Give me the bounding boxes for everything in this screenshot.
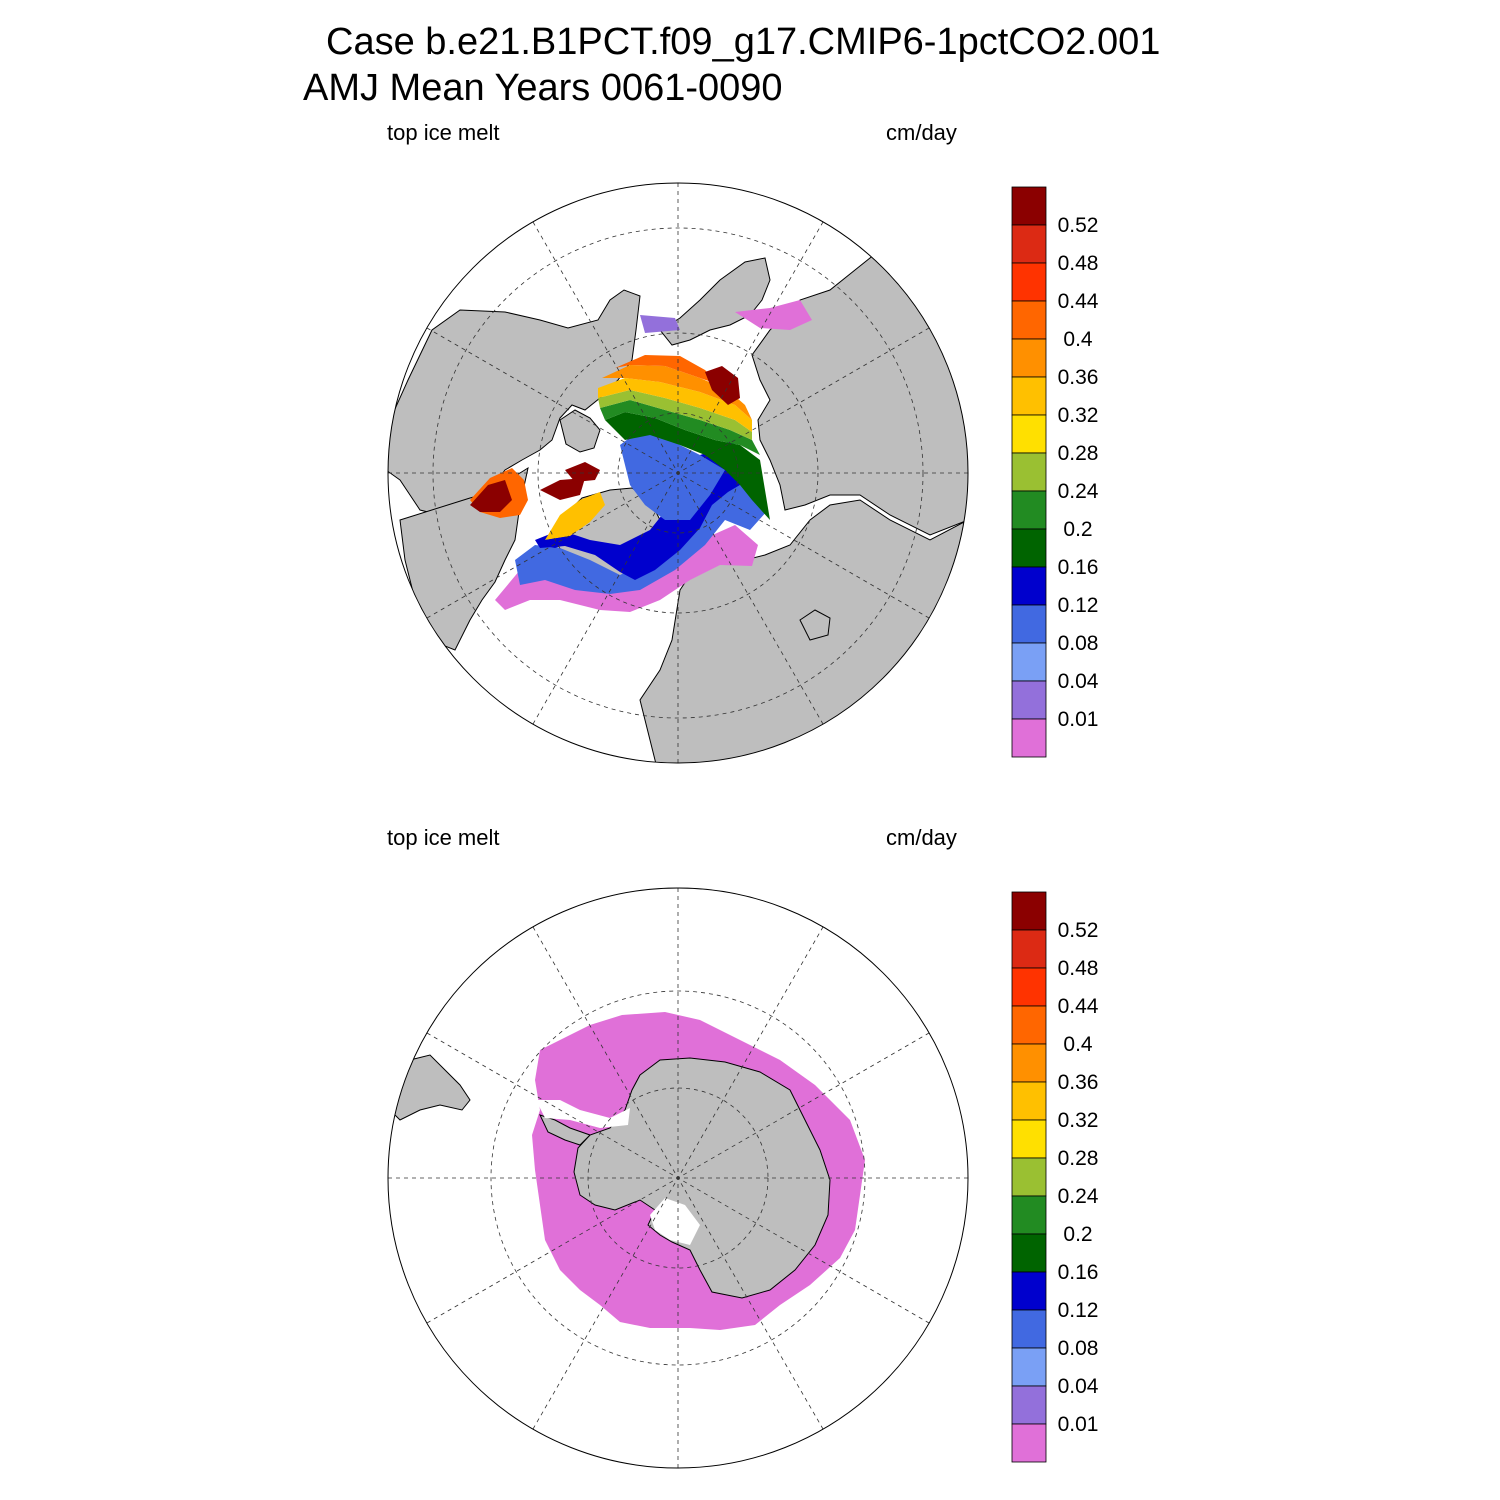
south-colorbar: 0.52 0.48 0.44 0.4 0.36 0.32 0.28 0.24 0.2 0.16 0.… [1011,891,1099,1463]
south-colorbar-box [1011,1347,1047,1387]
north-colorbar-tick-label: 0.24 [1058,480,1099,503]
south-colorbar-tick-label: 0.4 [1063,1033,1093,1056]
north-colorbar-tick-label: 0.52 [1058,214,1099,237]
north-colorbar-tick-label: 0.08 [1058,632,1099,655]
land-antarctic-peninsula [539,1114,591,1146]
south-colorbar-box [1011,967,1047,1007]
north-colorbar-tick-label: 0.16 [1058,556,1099,579]
north-colorbar-box [1011,262,1047,302]
arctic-melt-004 [640,315,680,333]
arctic-melt-strait [735,300,812,330]
arctic-melt-baffin [540,478,585,500]
south-colorbar-box [1011,1081,1047,1121]
north-colorbar-box [1011,642,1047,682]
north-colorbar-tick-label: 0.2 [1063,518,1092,541]
arctic-melt-028 [598,390,752,440]
north-colorbar-box [1011,680,1047,720]
south-colorbar-box [1011,1423,1047,1463]
arctic-melt-032 [598,378,752,432]
south-panel-variable-label: top ice melt [387,825,500,850]
land-south-america [389,1054,471,1121]
north-colorbar-box [1011,566,1047,606]
south-colorbar-box [1011,1271,1047,1311]
north-colorbar-tick-label: 0.12 [1058,594,1099,617]
north-panel-variable-label: top ice melt [387,120,500,145]
south-colorbar-box [1011,1309,1047,1349]
north-colorbar-tick-label: 0.44 [1058,290,1099,313]
north-colorbar-tick-label: 0.28 [1058,442,1099,465]
arctic-melt-016 [605,412,770,520]
north-colorbar-box [1011,338,1047,378]
north-colorbar: 0.52 0.48 0.44 0.4 0.36 0.32 0.28 0.24 0.2 0.16 0.… [1011,186,1099,758]
north-colorbar-box [1011,604,1047,644]
north-colorbar-box [1011,414,1047,454]
south-colorbar-tick-label: 0.48 [1058,957,1099,980]
ocean-weddell-gap [536,1100,630,1128]
south-colorbar-tick-label: 0.24 [1058,1185,1099,1208]
land-scandinavia [559,409,601,453]
ocean-ross-gap [650,1198,700,1245]
south-colorbar-tick-label: 0.01 [1058,1413,1099,1436]
arctic-melt-central [620,430,725,520]
north-colorbar-box [1011,528,1047,568]
arctic-melt-036 [602,365,752,420]
north-colorbar-box [1011,300,1047,340]
figure-title-line2: AMJ Mean Years 0061-0090 [303,67,783,109]
south-colorbar-tick-label: 0.36 [1058,1071,1099,1094]
arctic-melt-044 [615,355,720,385]
north-colorbar-box [1011,718,1047,758]
south-colorbar-tick-label: 0.2 [1063,1223,1092,1246]
north-colorbar-tick-label: 0.04 [1058,670,1099,693]
arctic-melt-archipelago [565,462,600,482]
south-colorbar-box [1011,1233,1047,1273]
arctic-melt-greenland-sea-blue [540,536,575,548]
south-colorbar-tick-label: 0.08 [1058,1337,1099,1360]
south-colorbar-box [1011,891,1047,931]
antarctic-graticule [388,888,968,1468]
south-colorbar-box [1011,929,1047,969]
north-colorbar-box [1011,376,1047,416]
antarctic-map-border [387,887,969,1469]
north-colorbar-tick-label: 0.48 [1058,252,1099,275]
south-colorbar-tick-label: 0.28 [1058,1147,1099,1170]
north-colorbar-tick-label: 0.36 [1058,366,1099,389]
arctic-graticule [388,183,968,763]
arctic-map-border [387,182,969,764]
south-colorbar-tick-label: 0.12 [1058,1299,1099,1322]
south-colorbar-box [1011,1385,1047,1425]
south-colorbar-box [1011,1119,1047,1159]
south-colorbar-box [1011,1005,1047,1045]
south-panel-units-label: cm/day [886,825,957,850]
north-colorbar-box [1011,186,1047,226]
north-colorbar-tick-label: 0.01 [1058,708,1099,731]
land-iceland [799,609,831,641]
south-colorbar-box [1011,1157,1047,1197]
north-colorbar-box [1011,452,1047,492]
antarctic-map [387,887,969,1469]
south-colorbar-box [1011,1195,1047,1235]
south-colorbar-tick-label: 0.52 [1058,919,1099,942]
arctic-melt-052 [705,366,740,405]
arctic-melt-020 [600,400,760,455]
north-colorbar-tick-label: 0.4 [1063,328,1093,351]
south-colorbar-tick-label: 0.16 [1058,1261,1099,1284]
north-colorbar-box [1011,224,1047,264]
south-colorbar-tick-label: 0.04 [1058,1375,1099,1398]
north-colorbar-box [1011,490,1047,530]
figure-title-line1: Case b.e21.B1PCT.f09_g17.CMIP6-1pctCO2.0… [326,21,1161,63]
south-colorbar-box [1011,1043,1047,1083]
arctic-melt-hudson-bay-core [470,480,512,512]
south-colorbar-tick-label: 0.44 [1058,995,1099,1018]
arctic-map [387,182,969,764]
land-alaska [659,257,771,346]
south-colorbar-tick-label: 0.32 [1058,1109,1099,1132]
north-colorbar-tick-label: 0.32 [1058,404,1099,427]
arctic-melt-greenland-sea [545,492,605,540]
north-panel-units-label: cm/day [886,120,957,145]
